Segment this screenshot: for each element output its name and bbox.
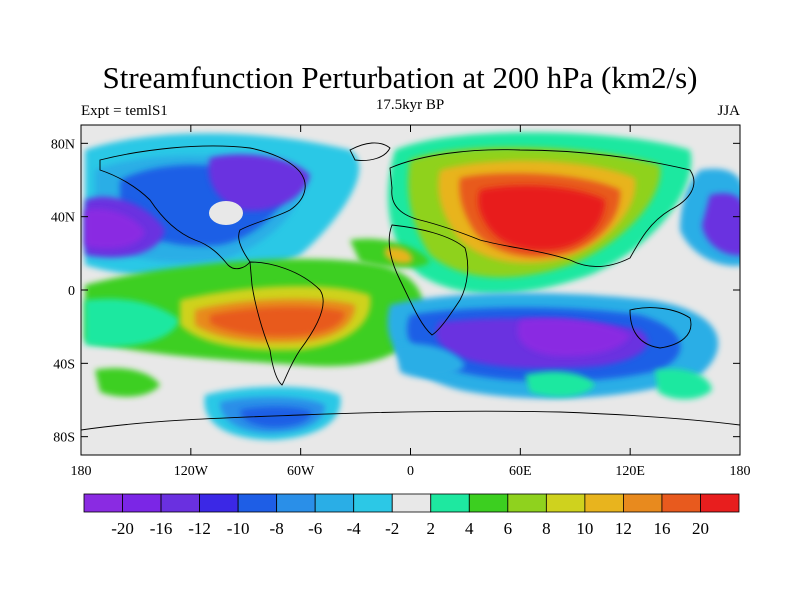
colorbar-swatch [122, 493, 162, 513]
coastlines [81, 142, 740, 431]
field-shape-eurasia-core [478, 185, 605, 251]
y-axis: 80N 40N 0 40S 80S [51, 137, 740, 446]
x-tick-label: 0 [407, 464, 414, 479]
colorbar-label: -2 [385, 519, 399, 538]
colorbar-label: -4 [347, 519, 362, 538]
field-shape-southeast-pacific-green [655, 368, 712, 400]
field-shape-west-pacific-violet [702, 193, 740, 256]
x-tick-label: 180 [71, 464, 92, 479]
x-tick-label: 60W [287, 464, 315, 479]
experiment-label: Expt = temlS1 [81, 103, 168, 119]
colorbar-swatch [700, 493, 740, 513]
coastline-south-america [249, 261, 324, 386]
y-tick-label: 80S [53, 431, 75, 446]
field-shape-indian-ocean-core [517, 318, 630, 357]
colorbar-label: 10 [576, 519, 593, 538]
x-tick-label: 120E [615, 464, 645, 479]
colorbar-label: -6 [308, 519, 322, 538]
coastline-north-america [99, 145, 306, 270]
field-shape-south-america-core [210, 306, 345, 337]
field-shape-southwest-pacific-green [95, 368, 160, 397]
colorbar-swatch [545, 493, 586, 513]
colorbar-swatch [507, 493, 547, 513]
colorbar-swatch [314, 493, 355, 513]
colorbar-label: 6 [504, 519, 513, 538]
y-tick-label: 40N [51, 211, 75, 226]
colorbar-label: -20 [111, 519, 134, 538]
colorbar-swatch [83, 493, 123, 513]
y-tick-label: 0 [68, 284, 75, 299]
field-shape-southern-ocean-green [525, 371, 595, 397]
field-shape-great-lakes-high [209, 201, 243, 225]
coastline-eurasia [389, 149, 695, 268]
y-tick-label: 80N [51, 137, 75, 152]
coastline-australia [629, 307, 692, 349]
colorbar-label: 8 [542, 519, 551, 538]
colorbar-label: 2 [427, 519, 436, 538]
x-tick-label: 180 [730, 464, 751, 479]
colorbar-swatch [160, 493, 200, 513]
colorbar-swatch [584, 493, 624, 513]
field-shape-north-america-violet [208, 154, 310, 211]
season-label: JJA [717, 103, 740, 119]
x-axis: 180 120W 60W 0 60E 120E 180 [71, 125, 751, 479]
x-tick-label: 60E [509, 464, 532, 479]
field-shape-antarctic-core [240, 406, 312, 428]
field-shape-south-atlantic-cyan [395, 343, 465, 379]
colorbar-label: -10 [227, 519, 250, 538]
streamfunction-field [85, 132, 740, 440]
colorbar-label: -8 [270, 519, 284, 538]
x-tick-label: 120W [174, 464, 209, 479]
coastline-africa [388, 224, 469, 336]
coastline-greenland [349, 142, 391, 161]
y-tick-label: 40S [53, 357, 75, 372]
colorbar-label: 4 [465, 519, 474, 538]
colorbar-label: 16 [653, 519, 670, 538]
colorbar-label: 12 [615, 519, 632, 538]
colorbar-label: -16 [150, 519, 173, 538]
colorbar-swatch [468, 493, 509, 513]
time-label: 17.5kyr BP [375, 97, 445, 113]
colorbar-swatch [661, 493, 701, 513]
colorbar-swatch [276, 493, 316, 513]
chart-title: Streamfunction Perturbation at 200 hPa (… [102, 60, 698, 95]
colorbar-label: -12 [188, 519, 211, 538]
colorbar-swatch [430, 493, 470, 513]
colorbar-swatch [623, 493, 663, 513]
colorbar-swatch [353, 493, 393, 513]
field-shape-east-pacific-green [85, 298, 180, 347]
coastline-antarctica [81, 410, 740, 431]
colorbar-swatch [237, 493, 278, 513]
colorbar: -20 -16 -12 -10 -8 -6 -4 -2 2 4 6 8 10 12 16 20 [83, 493, 740, 538]
colorbar-swatch [391, 493, 432, 513]
field-shape-north-pacific-core [85, 208, 145, 249]
colorbar-swatch [199, 493, 239, 513]
colorbar-label: 20 [692, 519, 709, 538]
